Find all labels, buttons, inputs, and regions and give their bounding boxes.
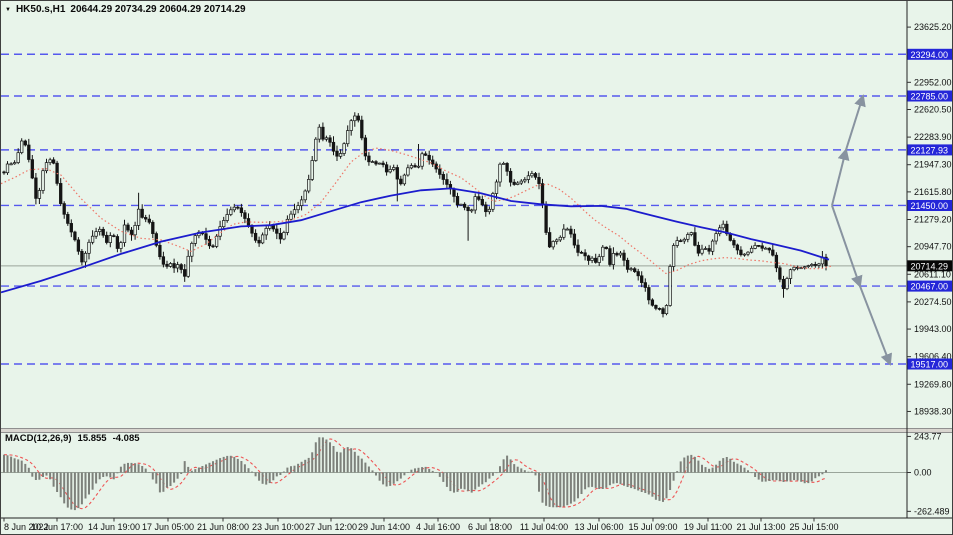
axis-label: 20947.70 [914,242,952,252]
axis-label: 17 Jun 05:00 [142,522,194,532]
axis-label: 19943.00 [914,324,952,334]
axis-label: 21615.80 [914,187,952,197]
macd-main-value: 15.855 [77,433,107,444]
axis-label: 18938.30 [914,406,952,416]
macd-indicator-label: MACD(12,26,9) 15.855 -4.085 [5,433,140,444]
projection-arrow[interactable] [831,205,863,288]
chart-title: ▼ HK50.s,H1 20644.29 20734.29 20604.29 2… [5,4,246,15]
ohlc-values: 20644.29 20734.29 20604.29 20714.29 [70,4,246,15]
axis-label: 6 Jul 18:00 [468,522,512,532]
macd-signal-line [3,438,827,510]
level-price-badge [907,358,952,370]
axis-label: 10 Jun 17:00 [31,522,83,532]
price-axis[interactable]: 23625.20 22952.00 22620.50 22283.90 21947.30… [906,1,952,518]
level-price-badge [907,144,952,156]
axis-label: 22785.00 [911,92,949,102]
axis-label: 19517.00 [911,359,949,369]
level-price-badge [907,48,952,60]
axis-label: 20467.00 [911,282,949,292]
axis-label: 14 Jun 19:00 [88,522,140,532]
axis-label: 22127.93 [911,145,949,155]
axis-label: 21450.00 [911,201,949,211]
axis-label: 29 Jun 14:00 [358,522,410,532]
axis-label: 4 Jul 16:00 [416,522,460,532]
level-lines[interactable] [1,53,907,365]
axis-label: 0.00 [914,468,932,478]
axis-label: 27 Jun 12:00 [305,522,357,532]
projection-arrows[interactable] [831,94,893,366]
axis-label: 23625.20 [914,22,952,32]
ma-red-dotted [1,147,832,275]
projection-arrow[interactable] [831,147,850,206]
axis-label: 21 Jun 08:00 [197,522,249,532]
projection-arrow[interactable] [859,285,893,366]
axis-label: 22283.90 [914,132,952,142]
axis-label: 22952.00 [914,77,952,87]
axis-label: 15 Jul 09:00 [628,522,677,532]
candles [2,112,828,318]
axis-label: 20611.10 [914,269,951,279]
macd-signal-value: -4.085 [112,433,140,444]
current-price-badge [907,260,952,272]
axis-label: 21 Jul 13:00 [736,522,785,532]
axis-label: 23294.00 [911,50,949,60]
axis-label: 25 Jul 15:00 [789,522,838,532]
axis-label: 20714.29 [911,261,949,271]
axis-label: 23 Jun 10:00 [252,522,304,532]
pane-divider[interactable] [1,428,952,433]
level-price-badge [907,200,952,211]
level-price-badge [907,280,952,292]
axis-label: 19 Jul 11:00 [684,522,732,532]
axis-label: 20274.50 [914,297,952,307]
axis-label: 11 Jul 04:00 [520,522,568,532]
level-price-badge [907,90,952,102]
projection-arrow[interactable] [845,94,866,151]
macd-name: MACD(12,26,9) [5,433,72,444]
axis-label: 8 Jun 2022 [4,522,49,532]
ma-blue [1,187,830,294]
ohlc-toggle-icon[interactable]: ▼ [5,6,11,13]
axis-label: 13 Jul 06:00 [574,522,623,532]
axis-label: 22620.50 [914,104,952,114]
axis-label: 21279.20 [914,214,952,224]
macd-histogram [3,437,827,511]
axis-label: -262.489 [914,506,950,516]
axis-label: 243.77 [914,431,942,441]
symbol-timeframe-label: HK50.s,H1 [15,4,66,15]
axis-label: 19606.40 [914,352,952,362]
axis-label: 21947.30 [914,160,952,170]
axis-label: 19269.80 [914,379,952,389]
